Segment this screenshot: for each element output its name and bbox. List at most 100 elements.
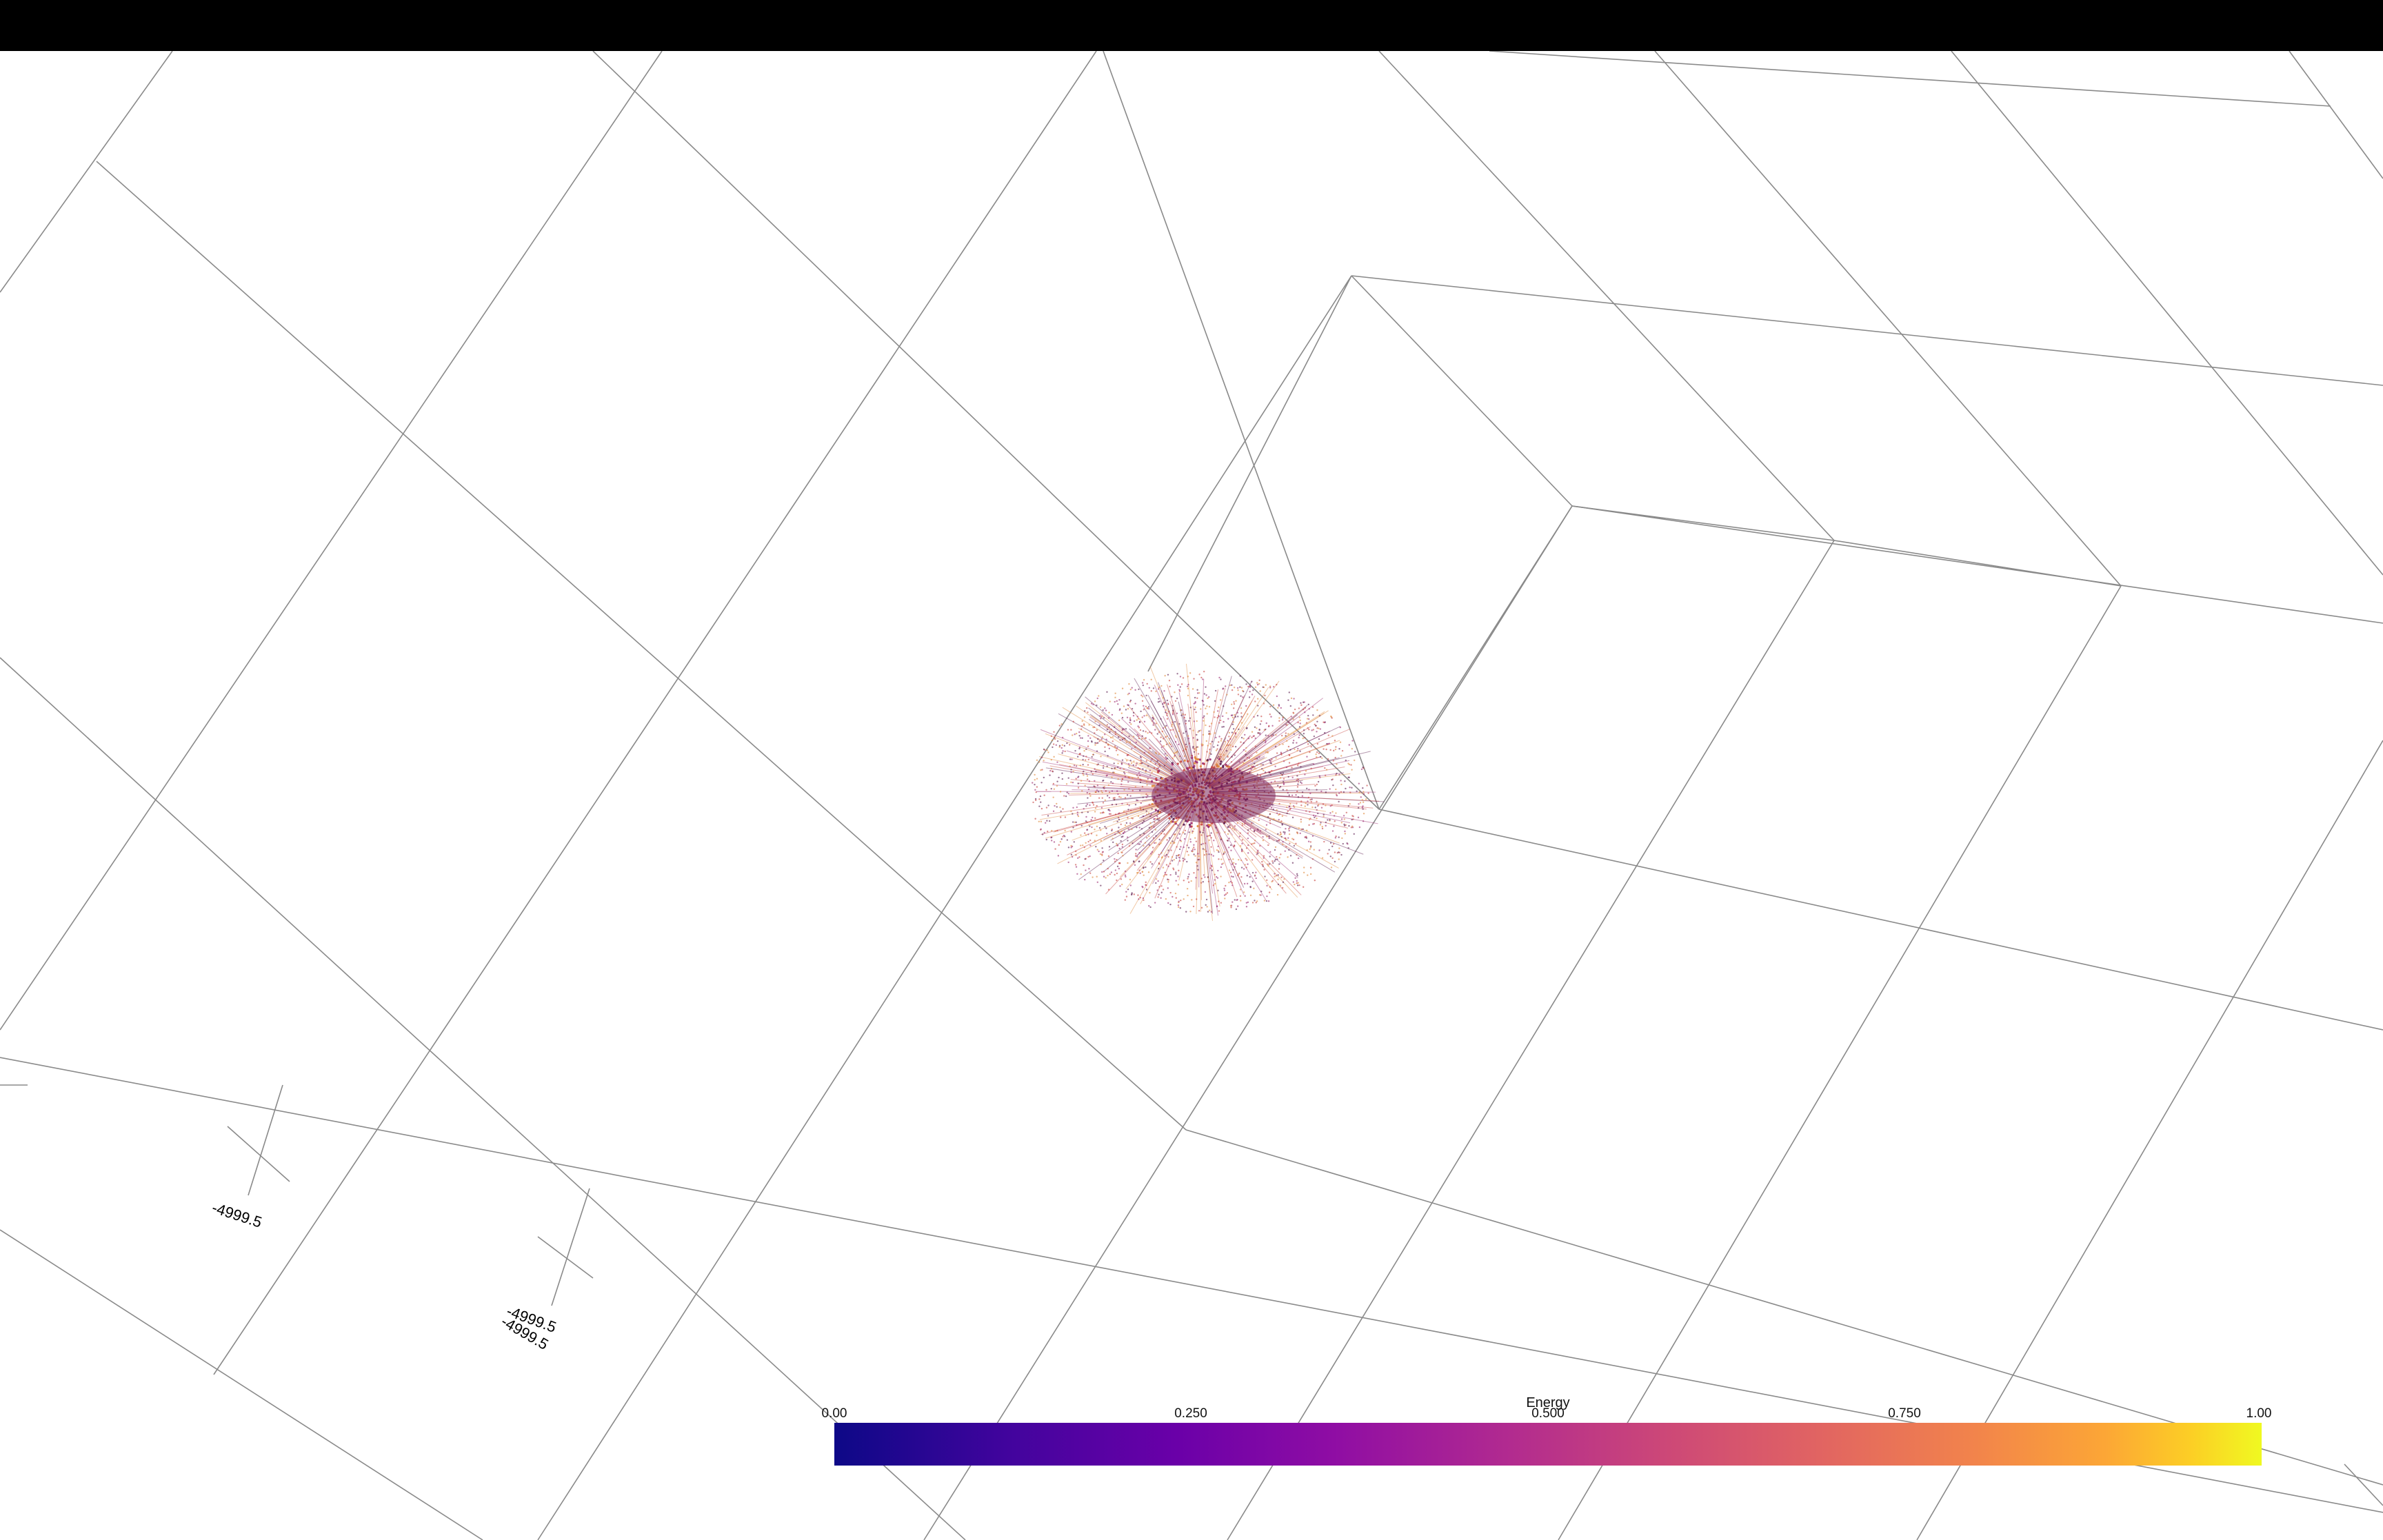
particle bbox=[1247, 852, 1249, 854]
particle bbox=[1218, 910, 1220, 912]
particle bbox=[1075, 765, 1078, 767]
particle bbox=[1296, 764, 1299, 767]
particle bbox=[1180, 714, 1183, 717]
particle bbox=[1110, 781, 1112, 783]
particle bbox=[1220, 866, 1223, 869]
particle bbox=[1287, 699, 1289, 701]
particle bbox=[1278, 787, 1280, 789]
particle bbox=[1052, 743, 1055, 745]
particle bbox=[1075, 821, 1077, 824]
particle bbox=[1072, 813, 1074, 815]
particle bbox=[1324, 774, 1327, 777]
particle bbox=[1183, 880, 1185, 882]
particle bbox=[1361, 806, 1363, 809]
particle bbox=[1206, 835, 1209, 838]
particle bbox=[1140, 808, 1142, 810]
particle bbox=[1320, 790, 1323, 793]
particle bbox=[1214, 700, 1216, 702]
particle bbox=[1243, 749, 1245, 751]
particle bbox=[1154, 829, 1157, 831]
3d-viewport[interactable]: -4999.5 -4999.5 -4999.5 Energy 0.00 0.25… bbox=[0, 51, 2383, 1540]
particle bbox=[1303, 701, 1305, 703]
particle bbox=[1083, 864, 1085, 867]
particle bbox=[1228, 882, 1230, 884]
particle bbox=[1056, 806, 1058, 808]
particle bbox=[1092, 802, 1094, 804]
particle bbox=[1187, 760, 1189, 762]
particle bbox=[1274, 746, 1277, 748]
particle bbox=[1108, 813, 1111, 815]
particle bbox=[1215, 736, 1217, 739]
particle bbox=[1311, 835, 1314, 837]
particle bbox=[1137, 815, 1140, 818]
particle bbox=[1251, 871, 1254, 874]
particle bbox=[1166, 735, 1168, 738]
particle bbox=[1204, 842, 1207, 844]
particle bbox=[1196, 824, 1199, 828]
particle bbox=[1116, 820, 1118, 823]
particle bbox=[1133, 720, 1136, 722]
particle bbox=[1239, 895, 1242, 898]
particle bbox=[1176, 837, 1179, 840]
particle bbox=[1249, 685, 1251, 687]
particle bbox=[1252, 842, 1254, 845]
particle bbox=[1230, 875, 1233, 878]
particle bbox=[1138, 771, 1140, 774]
particle bbox=[1341, 837, 1343, 840]
particle bbox=[1316, 818, 1318, 820]
particle-streak bbox=[1154, 685, 1196, 783]
particle bbox=[1220, 838, 1223, 840]
particle bbox=[1194, 849, 1196, 851]
particle bbox=[1142, 768, 1144, 770]
particle bbox=[1274, 780, 1276, 782]
particle bbox=[1265, 751, 1267, 753]
particle bbox=[1319, 776, 1321, 779]
particle bbox=[1100, 863, 1102, 866]
particle bbox=[1188, 873, 1190, 875]
particle bbox=[1141, 885, 1143, 888]
particle bbox=[1284, 850, 1286, 852]
particle bbox=[1149, 769, 1152, 771]
particle bbox=[1227, 744, 1229, 747]
particle bbox=[1145, 694, 1147, 697]
particle bbox=[1223, 894, 1226, 896]
particle bbox=[1272, 734, 1274, 736]
particle bbox=[1040, 769, 1042, 771]
particle bbox=[1259, 723, 1262, 725]
particle bbox=[1160, 857, 1163, 859]
particle-point-cloud[interactable] bbox=[1032, 663, 1385, 921]
particle bbox=[1096, 784, 1099, 787]
scene-canvas[interactable] bbox=[0, 51, 2383, 1540]
particle bbox=[1192, 747, 1194, 749]
particle bbox=[1119, 885, 1121, 887]
particle bbox=[1252, 735, 1255, 738]
particle bbox=[1193, 872, 1195, 874]
particle bbox=[1056, 740, 1059, 742]
particle bbox=[1041, 833, 1044, 835]
particle bbox=[1168, 837, 1171, 839]
particle bbox=[1296, 802, 1298, 804]
particle bbox=[1186, 844, 1188, 847]
particle bbox=[1099, 706, 1102, 708]
particle bbox=[1180, 683, 1183, 685]
particle bbox=[1218, 716, 1220, 718]
particle bbox=[1287, 776, 1289, 778]
particle bbox=[1234, 713, 1236, 716]
particle bbox=[1219, 762, 1222, 765]
particle bbox=[1322, 803, 1325, 805]
particle bbox=[1127, 809, 1129, 811]
particle bbox=[1174, 821, 1176, 824]
particle bbox=[1117, 762, 1119, 764]
particle bbox=[1125, 891, 1127, 893]
particle bbox=[1114, 731, 1116, 733]
particle bbox=[1156, 733, 1158, 735]
grid-line bbox=[1916, 740, 2383, 1540]
particle bbox=[1319, 756, 1322, 758]
particle bbox=[1340, 791, 1343, 793]
particle bbox=[1280, 753, 1283, 755]
particle bbox=[1290, 697, 1293, 700]
particle bbox=[1340, 822, 1343, 824]
particle bbox=[1137, 718, 1140, 720]
particle bbox=[1162, 738, 1165, 740]
particle bbox=[1138, 688, 1140, 691]
